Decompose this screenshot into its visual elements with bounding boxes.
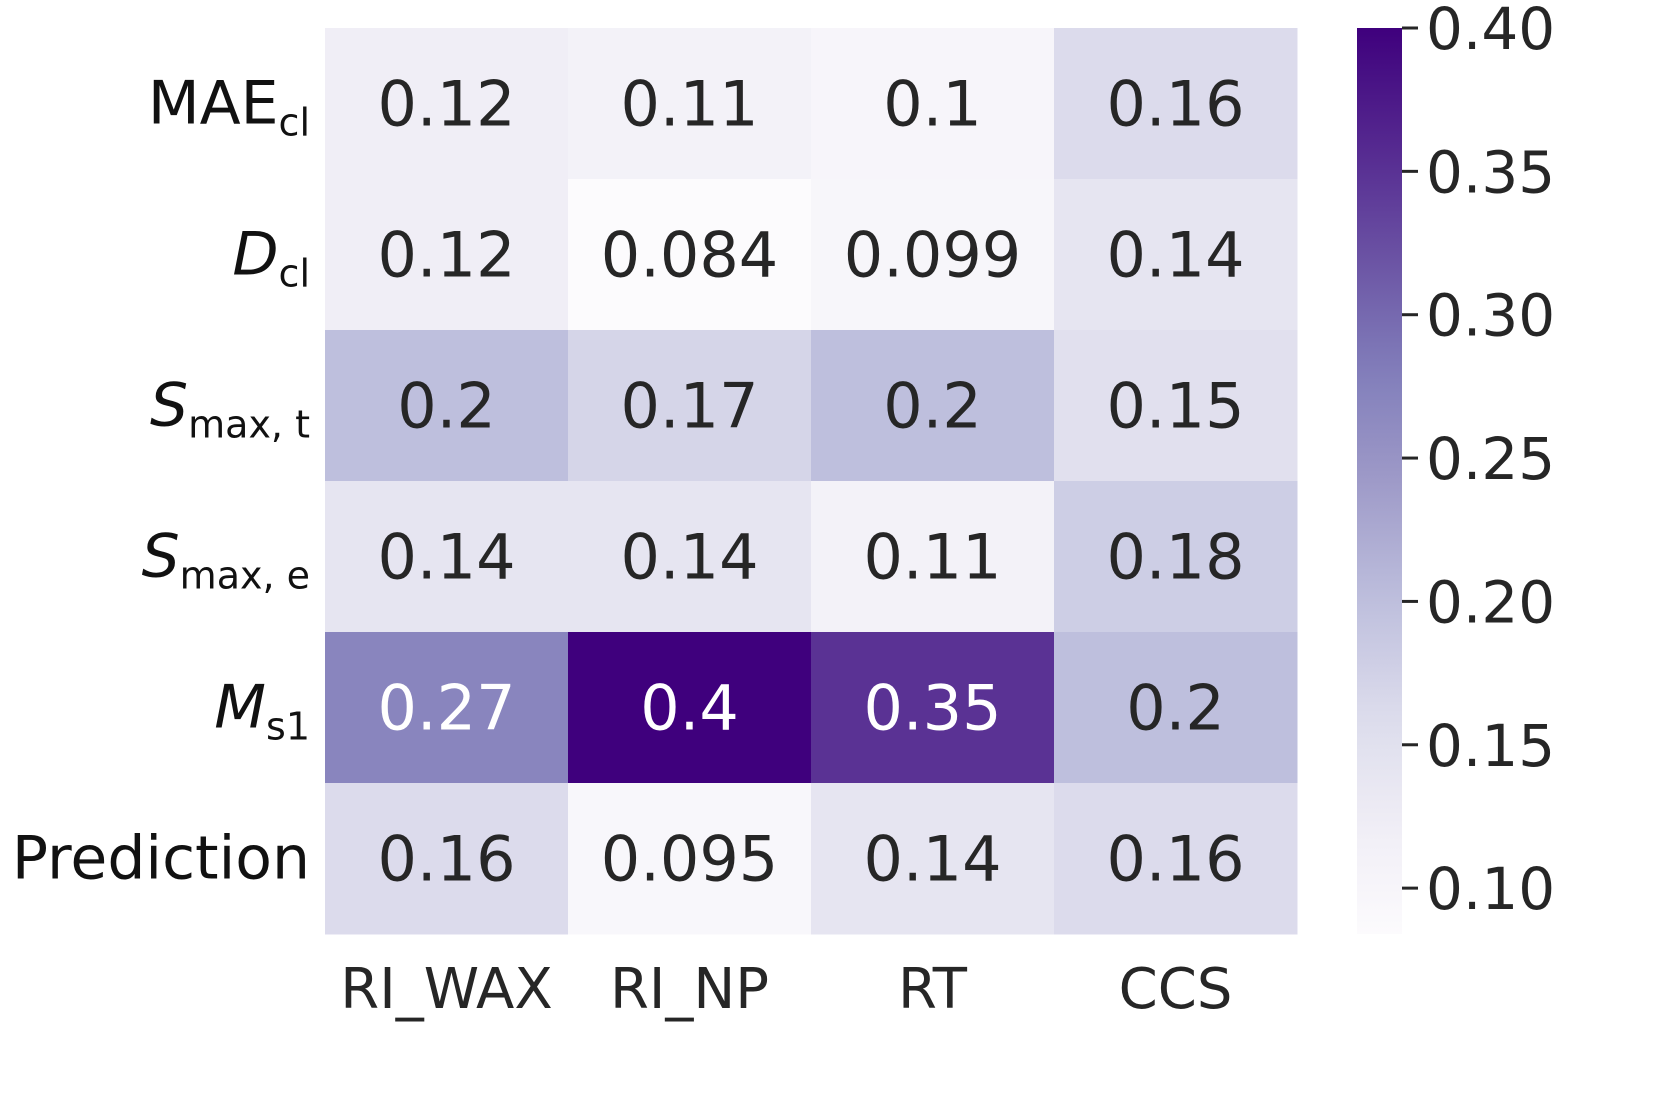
cell-value-r1-c3: 0.14 [1106,219,1244,292]
cell-value-r3-c3: 0.18 [1106,521,1244,594]
cell-value-r2-c1: 0.17 [620,370,758,443]
cell-value-r5-c3: 0.16 [1106,823,1244,896]
heatmap-cell-r3-c2 [811,481,1055,633]
cell-value-r4-c1: 0.4 [640,672,739,745]
heatmap-cell-r2-c3 [1054,330,1298,482]
cell-value-r0-c1: 0.11 [620,68,758,141]
heatmap-cell-r3-c0 [325,481,569,633]
cell-value-r3-c1: 0.14 [620,521,758,594]
cell-value-r3-c0: 0.14 [377,521,515,594]
heatmap-cell-r4-c2 [811,632,1055,784]
heatmap-cell-r2-c0 [325,330,569,482]
cell-value-r4-c3: 0.2 [1126,672,1225,745]
colorbar-tick-label-3: 0.25 [1426,425,1555,493]
heatmap-cell-r2-c2 [811,330,1055,482]
cell-value-r0-c3: 0.16 [1106,68,1244,141]
colorbar-tick-label-5: 0.35 [1426,138,1555,206]
heatmap-cell-r1-c1 [568,179,812,331]
column-label-2: RT [898,957,968,1022]
column-labels: RI_WAX RI_NP RT CCS [340,957,1232,1022]
cell-value-r0-c2: 0.1 [883,68,982,141]
row-label-2: Smax, t [150,371,310,447]
row-labels: MAEcl Dcl Smax, t Smax, e Ms1 Prediction [12,69,310,894]
cell-value-r1-c2: 0.099 [844,219,1022,292]
colorbar-tick-label-0: 0.10 [1426,855,1555,923]
column-label-3: CCS [1119,957,1233,1022]
cell-value-r2-c2: 0.2 [883,370,982,443]
heatmap-cell-r4-c3 [1054,632,1298,784]
colorbar-tick-label-2: 0.20 [1426,568,1555,636]
heatmap-cell-r1-c0 [325,179,569,331]
heatmap-cell-r5-c3 [1054,783,1298,935]
heatmap-cell-r1-c2 [811,179,1055,331]
column-label-0: RI_WAX [340,957,552,1022]
row-label-3: Smax, e [142,522,310,598]
heatmap-cell-r0-c1 [568,28,812,180]
colorbar: 0.10 0.15 0.20 0.25 0.30 0.35 0.40 [1357,0,1555,934]
heatmap-cell-r3-c1 [568,481,812,633]
heatmap-cell-r0-c3 [1054,28,1298,180]
cell-value-r2-c0: 0.2 [397,370,496,443]
cell-value-r3-c2: 0.11 [863,521,1001,594]
cell-value-r5-c1: 0.095 [601,823,779,896]
colorbar-tick-label-1: 0.15 [1426,712,1555,780]
colorbar-gradient [1357,28,1402,934]
row-label-1: Dcl [232,220,310,296]
cell-value-r5-c0: 0.16 [377,823,515,896]
colorbar-tick-label-6: 0.40 [1426,0,1555,63]
heatmap-cell-r3-c3 [1054,481,1298,633]
cell-value-r4-c2: 0.35 [863,672,1001,745]
heatmap-cell-r5-c0 [325,783,569,935]
heatmap-cell-r0-c2 [811,28,1055,180]
column-label-1: RI_NP [610,957,769,1022]
row-label-5: Prediction [12,824,310,894]
heatmap-cell-r0-c0 [325,28,569,180]
heatmap-cell-r5-c2 [811,783,1055,935]
heatmap-cell-r4-c1 [568,632,812,784]
cell-value-r1-c1: 0.084 [601,219,779,292]
heatmap-cell-r2-c1 [568,330,812,482]
cell-value-r1-c0: 0.12 [377,219,515,292]
colorbar-tick-label-4: 0.30 [1426,282,1555,350]
row-label-0: MAEcl [148,69,310,145]
heatmap-cell-r4-c0 [325,632,569,784]
cell-value-r2-c3: 0.15 [1106,370,1244,443]
heatmap-cells: 0.12 0.11 0.1 0.16 0.12 0.084 0.099 0.14 0.2 0.17… [325,28,1298,935]
heatmap-cell-r1-c3 [1054,179,1298,331]
cell-value-r5-c2: 0.14 [863,823,1001,896]
cell-value-r4-c0: 0.27 [377,672,515,745]
cell-value-r0-c0: 0.12 [377,68,515,141]
row-label-4: Ms1 [214,673,310,749]
heatmap-cell-r5-c1 [568,783,812,935]
